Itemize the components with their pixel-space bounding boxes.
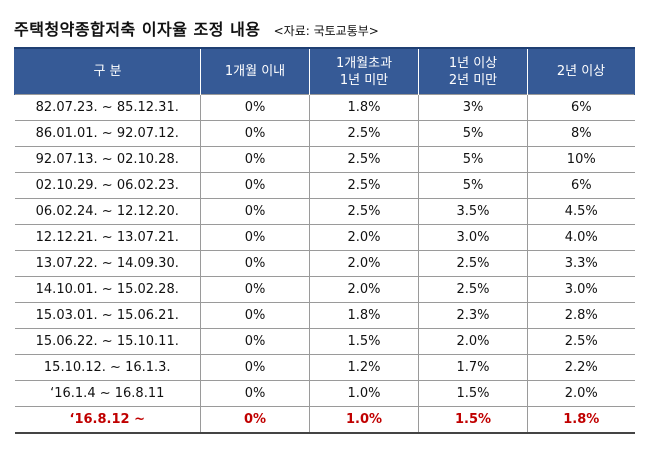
rate-cell: 0% bbox=[200, 250, 310, 277]
source-note: <자료: 국토교통부> bbox=[273, 24, 379, 38]
table-row: 15.06.22. ~ 15.10.11. 0% 1.5% 2.0% 2.5% bbox=[14, 328, 635, 355]
rate-cell: 5% bbox=[418, 146, 528, 173]
rate-cell: 5% bbox=[418, 172, 528, 199]
rate-cell: 1.2% bbox=[309, 354, 419, 381]
rate-cell: 4.5% bbox=[527, 198, 635, 225]
rate-cell: 1.8% bbox=[309, 302, 419, 329]
rate-cell: 2.5% bbox=[309, 172, 419, 199]
period-cell: 82.07.23. ~ 85.12.31. bbox=[14, 94, 201, 121]
period-cell: 15.10.12. ~ 16.1.3. bbox=[14, 354, 201, 381]
rate-cell: 1.8% bbox=[309, 94, 419, 121]
rate-cell: 0% bbox=[200, 146, 310, 173]
period-cell: 15.06.22. ~ 15.10.11. bbox=[14, 328, 201, 355]
rate-cell: 2.0% bbox=[309, 276, 419, 303]
period-cell: 02.10.29. ~ 06.02.23. bbox=[14, 172, 201, 199]
rate-cell: 2.0% bbox=[309, 250, 419, 277]
rate-cell: 8% bbox=[527, 120, 635, 147]
period-cell: 06.02.24. ~ 12.12.20. bbox=[14, 198, 201, 225]
rate-cell: 10% bbox=[527, 146, 635, 173]
rate-cell: 5% bbox=[418, 120, 528, 147]
table-row: 14.10.01. ~ 15.02.28. 0% 2.0% 2.5% 3.0% bbox=[14, 276, 635, 303]
table-row: 15.03.01. ~ 15.06.21. 0% 1.8% 2.3% 2.8% bbox=[14, 302, 635, 329]
rate-cell: 2.0% bbox=[527, 380, 635, 407]
table-row: 06.02.24. ~ 12.12.20. 0% 2.5% 3.5% 4.5% bbox=[14, 198, 635, 225]
table-header-row: 구 분 1개월 이내 1개월초과 1년 미만 1년 이상 2년 미만 2년 이상 bbox=[14, 48, 635, 95]
rate-cell: 2.5% bbox=[527, 328, 635, 355]
table-row: 13.07.22. ~ 14.09.30. 0% 2.0% 2.5% 3.3% bbox=[14, 250, 635, 277]
rate-cell: 2.5% bbox=[309, 120, 419, 147]
title-bar: 주택청약종합저축 이자율 조정 내용 <자료: 국토교통부> bbox=[14, 16, 379, 40]
table-row: 15.10.12. ~ 16.1.3. 0% 1.2% 1.7% 2.2% bbox=[14, 354, 635, 381]
period-cell: ‘16.1.4 ~ 16.8.11 bbox=[14, 380, 201, 407]
rate-cell: 0% bbox=[200, 354, 310, 381]
rate-cell: 0% bbox=[200, 302, 310, 329]
rate-cell: 2.0% bbox=[309, 224, 419, 251]
rate-cell-current: 1.8% bbox=[527, 406, 635, 434]
rate-cell: 1.7% bbox=[418, 354, 528, 381]
rate-cell: 2.8% bbox=[527, 302, 635, 329]
table-row: ‘16.1.4 ~ 16.8.11 0% 1.0% 1.5% 2.0% bbox=[14, 380, 635, 407]
header-1-month-to-1-year: 1개월초과 1년 미만 bbox=[309, 48, 419, 95]
rate-cell: 0% bbox=[200, 120, 310, 147]
table-row-current: ‘16.8.12 ~ 0% 1.0% 1.5% 1.8% bbox=[14, 406, 635, 434]
rate-cell-current: 1.0% bbox=[309, 406, 419, 434]
rate-cell: 2.5% bbox=[309, 198, 419, 225]
rate-cell: 2.0% bbox=[418, 328, 528, 355]
rate-cell: 6% bbox=[527, 172, 635, 199]
rate-cell: 3.3% bbox=[527, 250, 635, 277]
period-cell: 14.10.01. ~ 15.02.28. bbox=[14, 276, 201, 303]
rate-cell: 1.5% bbox=[309, 328, 419, 355]
table-row: 82.07.23. ~ 85.12.31. 0% 1.8% 3% 6% bbox=[14, 94, 635, 121]
rate-cell: 2.5% bbox=[418, 250, 528, 277]
rate-cell: 1.0% bbox=[309, 380, 419, 407]
rate-cell: 0% bbox=[200, 276, 310, 303]
period-cell-current: ‘16.8.12 ~ bbox=[14, 406, 201, 434]
rate-cell: 6% bbox=[527, 94, 635, 121]
rate-cell: 3.0% bbox=[418, 224, 528, 251]
header-1-to-2-years: 1년 이상 2년 미만 bbox=[418, 48, 528, 95]
rate-cell: 0% bbox=[200, 380, 310, 407]
rate-cell-current: 1.5% bbox=[418, 406, 528, 434]
rate-cell: 2.5% bbox=[309, 146, 419, 173]
rate-cell: 0% bbox=[200, 328, 310, 355]
rate-cell: 0% bbox=[200, 94, 310, 121]
period-cell: 86.01.01. ~ 92.07.12. bbox=[14, 120, 201, 147]
interest-rate-table: 구 분 1개월 이내 1개월초과 1년 미만 1년 이상 2년 미만 2년 이상… bbox=[14, 47, 635, 434]
header-over-2-years: 2년 이상 bbox=[527, 48, 635, 95]
table-row: 86.01.01. ~ 92.07.12. 0% 2.5% 5% 8% bbox=[14, 120, 635, 147]
period-cell: 15.03.01. ~ 15.06.21. bbox=[14, 302, 201, 329]
rate-cell: 2.5% bbox=[418, 276, 528, 303]
header-within-1-month: 1개월 이내 bbox=[200, 48, 310, 95]
table-row: 92.07.13. ~ 02.10.28. 0% 2.5% 5% 10% bbox=[14, 146, 635, 173]
rate-cell: 3% bbox=[418, 94, 528, 121]
period-cell: 13.07.22. ~ 14.09.30. bbox=[14, 250, 201, 277]
rate-cell: 0% bbox=[200, 198, 310, 225]
rate-cell: 4.0% bbox=[527, 224, 635, 251]
rate-cell: 0% bbox=[200, 224, 310, 251]
rate-cell: 3.5% bbox=[418, 198, 528, 225]
period-cell: 12.12.21. ~ 13.07.21. bbox=[14, 224, 201, 251]
rate-cell: 0% bbox=[200, 172, 310, 199]
table-row: 02.10.29. ~ 06.02.23. 0% 2.5% 5% 6% bbox=[14, 172, 635, 199]
rate-cell-current: 0% bbox=[200, 406, 310, 434]
table-row: 12.12.21. ~ 13.07.21. 0% 2.0% 3.0% 4.0% bbox=[14, 224, 635, 251]
rate-cell: 1.5% bbox=[418, 380, 528, 407]
rate-cell: 2.2% bbox=[527, 354, 635, 381]
header-period: 구 분 bbox=[14, 48, 201, 95]
rate-cell: 2.3% bbox=[418, 302, 528, 329]
period-cell: 92.07.13. ~ 02.10.28. bbox=[14, 146, 201, 173]
rate-cell: 3.0% bbox=[527, 276, 635, 303]
page-title: 주택청약종합저축 이자율 조정 내용 bbox=[14, 20, 261, 39]
